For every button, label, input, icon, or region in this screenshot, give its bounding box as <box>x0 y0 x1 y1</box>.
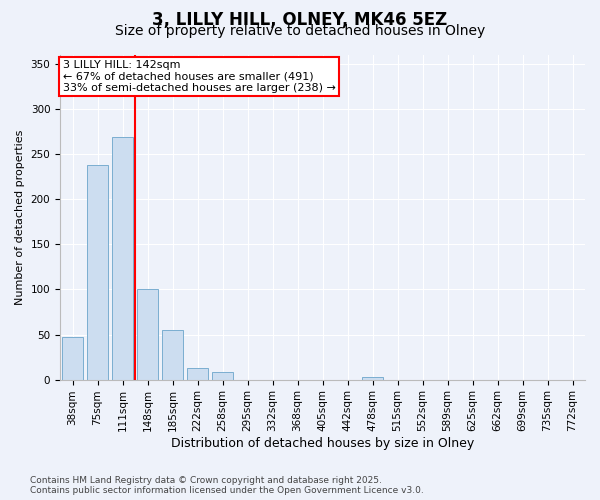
Text: Size of property relative to detached houses in Olney: Size of property relative to detached ho… <box>115 24 485 38</box>
Bar <box>87 165 108 380</box>
Text: 3, LILLY HILL, OLNEY, MK46 5EZ: 3, LILLY HILL, OLNEY, MK46 5EZ <box>152 11 448 29</box>
Bar <box>187 368 208 380</box>
X-axis label: Distribution of detached houses by size in Olney: Distribution of detached houses by size … <box>171 437 474 450</box>
Bar <box>62 337 83 380</box>
Text: Contains HM Land Registry data © Crown copyright and database right 2025.
Contai: Contains HM Land Registry data © Crown c… <box>30 476 424 495</box>
Bar <box>137 290 158 380</box>
Bar <box>362 377 383 380</box>
Bar <box>162 330 183 380</box>
Text: 3 LILLY HILL: 142sqm
← 67% of detached houses are smaller (491)
33% of semi-deta: 3 LILLY HILL: 142sqm ← 67% of detached h… <box>62 60 335 93</box>
Bar <box>212 372 233 380</box>
Y-axis label: Number of detached properties: Number of detached properties <box>15 130 25 305</box>
Bar <box>112 137 133 380</box>
